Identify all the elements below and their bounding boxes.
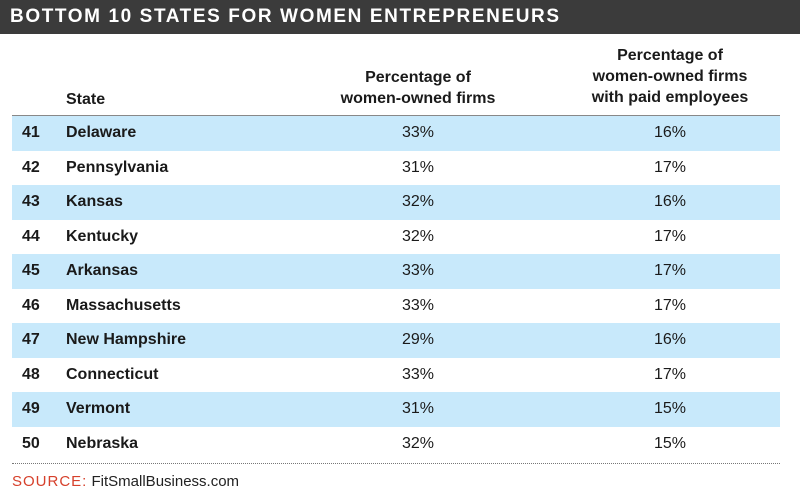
title-bar: BOTTOM 10 STATES FOR WOMEN ENTREPRENEURS: [0, 0, 800, 34]
table-row: 49 Vermont 31% 15%: [12, 392, 780, 427]
pct-women-owned-cell: 33%: [401, 296, 435, 314]
state-cell: Pennsylvania: [66, 158, 169, 176]
table-row: 41 Delaware 33% 16%: [12, 116, 780, 151]
pct-paid-employees-cell: 15%: [653, 434, 687, 452]
header-divider: [12, 115, 780, 116]
bottom-divider: [12, 463, 780, 464]
pct-women-owned-cell: 29%: [401, 331, 435, 348]
table-body: 41 Delaware 33% 16% 42 Pennsylvania 31% 17% 43 Ka…: [12, 116, 780, 461]
pct-paid-employees-cell: 17%: [653, 262, 687, 279]
pct-paid-employees-cell: 15%: [653, 400, 687, 417]
pct-paid-employees-cell: 17%: [653, 365, 687, 383]
state-cell: Vermont: [66, 400, 131, 417]
table-row: 46 Massachusetts 33% 17%: [12, 289, 780, 324]
rank-cell: 45: [22, 262, 40, 279]
table-row: 45 Arkansas 33% 17%: [12, 254, 780, 289]
pct-paid-employees-cell: 17%: [653, 296, 687, 314]
table-row: 50 Nebraska 32% 15%: [12, 427, 780, 462]
rank-cell: 41: [22, 124, 40, 141]
table-row: 48 Connecticut 33% 17%: [12, 358, 780, 393]
state-cell: Nebraska: [66, 434, 139, 452]
rank-cell: 47: [22, 331, 40, 348]
header-paid-line2: women-owned firms: [592, 68, 748, 85]
source-note: SOURCE: FitSmallBusiness.com: [12, 473, 239, 490]
pct-paid-employees-cell: 16%: [653, 124, 687, 141]
state-cell: Kentucky: [66, 227, 139, 245]
rank-cell: 43: [22, 193, 40, 210]
chart-title: BOTTOM 10 STATES FOR WOMEN ENTREPRENEURS: [10, 6, 561, 27]
state-cell: Massachusetts: [66, 296, 181, 314]
source-label: SOURCE:: [12, 473, 88, 490]
state-cell: Connecticut: [66, 365, 159, 383]
rank-cell: 48: [22, 365, 40, 383]
header-pct-paid-employees: Percentage of women-owned firms with pai…: [560, 45, 780, 108]
pct-paid-employees-cell: 16%: [653, 193, 687, 210]
header-pct-line1: Percentage of: [365, 69, 471, 86]
table-row: 47 New Hampshire 29% 16%: [12, 323, 780, 358]
pct-paid-employees-cell: 17%: [653, 158, 687, 176]
table-row: 43 Kansas 32% 16%: [12, 185, 780, 220]
rank-cell: 44: [22, 227, 40, 245]
header-paid-line3: with paid employees: [591, 89, 749, 106]
table-row: 42 Pennsylvania 31% 17%: [12, 151, 780, 186]
pct-paid-employees-cell: 16%: [653, 331, 687, 348]
pct-women-owned-cell: 32%: [401, 227, 435, 245]
pct-women-owned-cell: 33%: [401, 262, 435, 279]
rank-cell: 42: [22, 158, 40, 176]
header-state: State: [66, 91, 106, 108]
pct-women-owned-cell: 31%: [401, 400, 435, 417]
rank-cell: 50: [22, 434, 40, 452]
header-pct-line2: women-owned firms: [340, 90, 496, 107]
header-paid-line1: Percentage of: [617, 47, 723, 64]
header-pct-women-owned: Percentage of women-owned firms: [318, 67, 518, 109]
state-cell: Kansas: [66, 193, 123, 210]
table-row: 44 Kentucky 32% 17%: [12, 220, 780, 255]
rank-cell: 49: [22, 400, 40, 417]
pct-women-owned-cell: 32%: [401, 434, 435, 452]
pct-women-owned-cell: 33%: [401, 365, 435, 383]
pct-women-owned-cell: 32%: [401, 193, 435, 210]
state-cell: New Hampshire: [66, 331, 187, 348]
state-cell: Delaware: [66, 124, 137, 141]
state-cell: Arkansas: [66, 262, 139, 279]
source-name: FitSmallBusiness.com: [91, 473, 240, 490]
pct-women-owned-cell: 33%: [401, 124, 435, 141]
pct-paid-employees-cell: 17%: [653, 227, 687, 245]
rank-cell: 46: [22, 296, 40, 314]
pct-women-owned-cell: 31%: [401, 158, 435, 176]
